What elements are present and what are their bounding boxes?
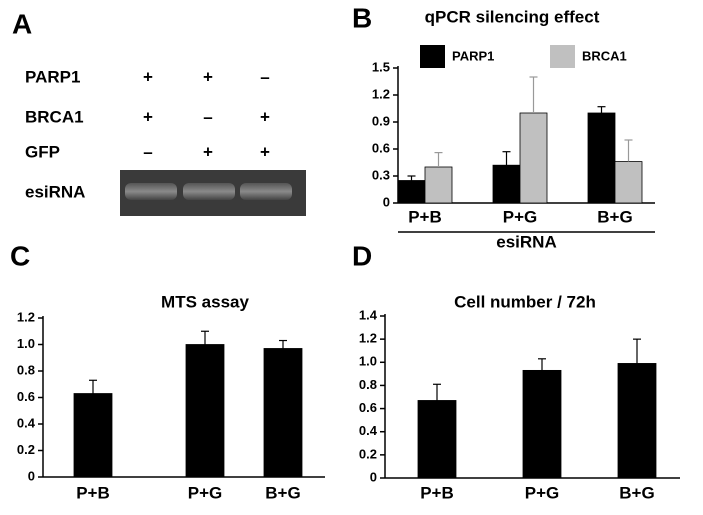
y-tick-label: 0.4 bbox=[359, 423, 378, 438]
x-tick-label: P+G bbox=[525, 483, 560, 502]
y-tick-label: 1.5 bbox=[372, 59, 390, 74]
y-tick-label: 1.0 bbox=[17, 336, 35, 351]
panel-label: B bbox=[352, 2, 372, 33]
y-tick-label: 0 bbox=[28, 468, 35, 483]
row-mark: + bbox=[143, 67, 153, 86]
y-tick-label: 0.6 bbox=[372, 140, 390, 155]
y-tick-label: 0.6 bbox=[359, 400, 377, 415]
bar bbox=[587, 112, 616, 204]
chart-title: qPCR silencing effect bbox=[425, 7, 600, 26]
y-tick-label: 1.2 bbox=[17, 309, 35, 324]
row-mark: + bbox=[260, 142, 270, 161]
chart-title: Cell number / 72h bbox=[454, 292, 596, 311]
y-tick-label: 0.8 bbox=[17, 362, 35, 377]
y-tick-label: 0.6 bbox=[17, 389, 35, 404]
x-tick-label: P+G bbox=[503, 207, 538, 226]
y-tick-label: 0.8 bbox=[359, 377, 377, 392]
bar bbox=[522, 369, 562, 479]
x-axis-label: esiRNA bbox=[496, 232, 556, 251]
bar bbox=[185, 344, 225, 478]
panel-label: D bbox=[352, 240, 372, 271]
row-label: BRCA1 bbox=[25, 107, 84, 126]
bar bbox=[614, 161, 643, 204]
row-mark: + bbox=[143, 107, 153, 126]
row-mark: + bbox=[203, 142, 213, 161]
x-tick-label: P+B bbox=[420, 483, 454, 502]
row-label: PARP1 bbox=[25, 67, 80, 86]
bar bbox=[519, 112, 548, 204]
gel-band bbox=[125, 183, 177, 200]
y-tick-label: 0.3 bbox=[372, 167, 390, 182]
row-mark: – bbox=[203, 107, 212, 126]
bar bbox=[417, 400, 457, 479]
legend-label: BRCA1 bbox=[582, 48, 627, 63]
bar bbox=[424, 166, 453, 204]
y-tick-label: 0.2 bbox=[359, 446, 377, 461]
legend-swatch bbox=[550, 45, 575, 68]
row-mark: + bbox=[203, 67, 213, 86]
panel-label: A bbox=[12, 8, 32, 39]
row-mark: – bbox=[143, 142, 152, 161]
y-tick-label: 1.2 bbox=[372, 86, 390, 101]
bar bbox=[397, 180, 426, 204]
bar bbox=[73, 393, 113, 478]
bar bbox=[617, 363, 657, 479]
x-tick-label: P+B bbox=[408, 207, 442, 226]
y-tick-label: 0.2 bbox=[17, 442, 35, 457]
x-tick-label: B+G bbox=[619, 483, 654, 502]
y-tick-label: 0 bbox=[383, 194, 390, 209]
row-label: GFP bbox=[25, 142, 60, 161]
x-tick-label: P+B bbox=[76, 483, 110, 502]
y-tick-label: 0.9 bbox=[372, 113, 390, 128]
row-mark: – bbox=[260, 67, 269, 86]
y-tick-label: 1.4 bbox=[359, 307, 378, 322]
bar bbox=[263, 348, 303, 478]
legend-swatch bbox=[420, 45, 445, 68]
panel-label: C bbox=[10, 240, 30, 271]
x-tick-label: P+G bbox=[188, 483, 223, 502]
y-tick-label: 0 bbox=[370, 469, 377, 484]
y-tick-label: 1.2 bbox=[359, 331, 377, 346]
chart-title: MTS assay bbox=[161, 292, 249, 311]
x-tick-label: B+G bbox=[597, 207, 632, 226]
gel-band bbox=[240, 183, 292, 200]
y-tick-label: 0.4 bbox=[17, 415, 36, 430]
legend-label: PARP1 bbox=[452, 48, 494, 63]
x-tick-label: B+G bbox=[265, 483, 300, 502]
gel-band bbox=[183, 183, 235, 200]
bar bbox=[492, 164, 521, 204]
y-tick-label: 1.0 bbox=[359, 354, 377, 369]
row-mark: + bbox=[260, 107, 270, 126]
gel-label: esiRNA bbox=[25, 182, 85, 201]
